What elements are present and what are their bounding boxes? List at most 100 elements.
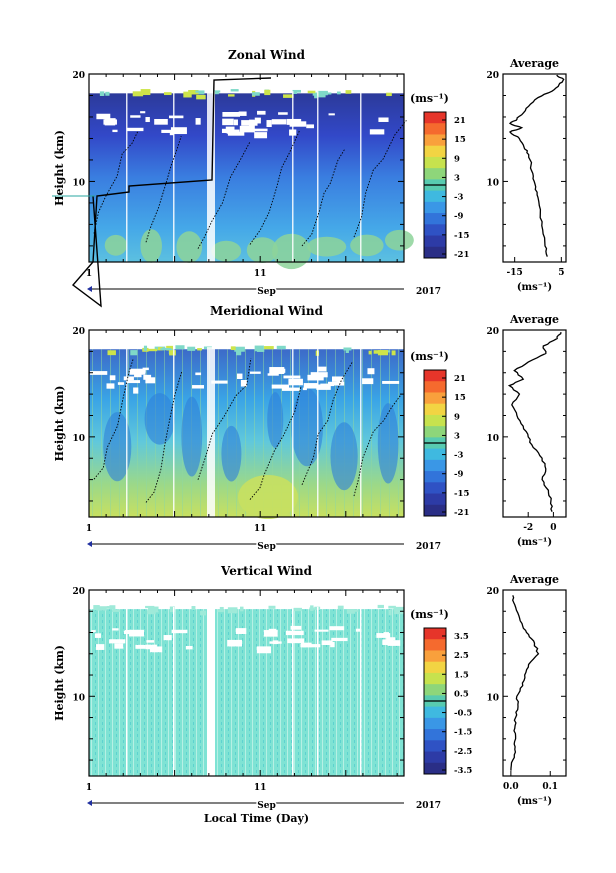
heatmap-gap [195, 372, 202, 376]
colorbar-tick-label: 21 [454, 116, 466, 126]
heatmap-blob [140, 229, 162, 263]
colorbar-tick-label: -3.5 [454, 766, 472, 776]
heatmap-gap [251, 128, 268, 132]
y-tick-label: 20 [72, 587, 85, 597]
heatmap-gap [317, 366, 327, 372]
panel-title: Meridional Wind [210, 304, 324, 318]
colorbar-tick-label: 3 [454, 431, 460, 441]
average-x-label: (ms⁻¹) [517, 537, 552, 548]
heatmap-gap [362, 378, 374, 385]
heatmap-edge [111, 609, 121, 612]
heatmap-gap [306, 124, 314, 129]
annotation-lines [52, 77, 272, 308]
heatmap-edge [293, 91, 297, 94]
heatmap-edge [187, 346, 196, 351]
colorbar-tick-label: 21 [454, 374, 466, 384]
heatmap-gap [104, 118, 116, 126]
heatmap-edge [214, 90, 221, 93]
heatmap-gap [195, 118, 201, 125]
heatmap-gap [239, 125, 255, 133]
contour-line [197, 358, 252, 480]
heatmap-gap [233, 119, 238, 126]
heatmap-edge [107, 350, 116, 356]
heatmap-edge [191, 606, 196, 610]
heatmap-edge [98, 606, 109, 609]
heatmap-gap [145, 377, 156, 384]
heatmap-gap [114, 643, 124, 649]
colorbar-tick-label: -1.5 [454, 728, 472, 738]
heatmap-edge [394, 609, 405, 615]
colorbar-segment [424, 414, 446, 427]
colorbar-segment [424, 156, 446, 169]
colorbar-tick-label: -3 [454, 193, 464, 203]
colorbar-segment [424, 684, 446, 696]
heatmap-edge [93, 605, 100, 611]
average-x-tick-label: 0.0 [503, 782, 519, 792]
heatmap-gap [126, 127, 144, 132]
heatmap-gap [163, 635, 172, 641]
colorbar-segment [424, 482, 446, 495]
x-tick-label: 1 [86, 524, 92, 534]
heatmap-gap [283, 375, 301, 379]
y-tick-label: 10 [72, 434, 85, 444]
x-month-label: Sep [257, 287, 276, 297]
heatmap-edge [197, 348, 202, 351]
heatmap-blob [246, 237, 279, 263]
heatmap-blob [267, 392, 284, 448]
colorbar-segment [424, 717, 446, 730]
x-tick-label: 1 [86, 783, 92, 793]
heatmap-edge [268, 605, 276, 609]
heatmap-missing-column [292, 607, 294, 776]
heatmap-edge [254, 345, 264, 352]
x-month-label: Sep [257, 801, 276, 811]
average-frame [502, 589, 567, 777]
heatmap-missing-column [173, 607, 175, 776]
heatmap-gap [185, 645, 193, 650]
colorbar-tick-label: -2.5 [454, 747, 472, 757]
heatmap-gap [272, 640, 279, 645]
colorbar-segment [424, 381, 446, 393]
heatmap-missing-column [317, 91, 319, 262]
heatmap-gap [300, 642, 312, 648]
heatmap-blob [144, 393, 175, 445]
colorbar-segment [424, 672, 446, 685]
y-axis-label: Height (km) [53, 645, 66, 721]
heatmap-blob [221, 425, 242, 482]
heatmap-gap [387, 640, 401, 646]
heatmap-gap [149, 646, 163, 653]
heatmap-edge [99, 91, 105, 97]
heatmap-edge [337, 91, 341, 95]
colorbar-segment [424, 751, 446, 764]
heatmap-blob [104, 234, 128, 256]
heatmap-gap [316, 384, 331, 390]
heatmap-field [89, 609, 404, 776]
heatmap-gap [134, 374, 142, 378]
heatmap-edge [337, 605, 344, 610]
average-y-tick-label: 20 [486, 327, 499, 337]
heatmap-missing-column [292, 347, 294, 517]
heatmap-gap [386, 637, 396, 641]
heatmap-gap [254, 117, 261, 124]
colorbar-segment [424, 134, 446, 147]
colorbar-segment [424, 201, 446, 214]
heatmap-edge [230, 89, 239, 92]
heatmap-gap [267, 373, 279, 376]
heatmap-missing-column [360, 347, 362, 517]
plot-frame [88, 73, 405, 263]
heatmap-gap [271, 384, 290, 389]
heatmap-edge [251, 92, 260, 96]
contour-line [301, 361, 353, 485]
contour-line [145, 136, 182, 243]
heatmap-edge [183, 91, 192, 98]
average-profile-line [508, 74, 565, 257]
average-x-tick-label: 5 [558, 268, 564, 278]
heatmap-edge [388, 605, 396, 609]
heatmap-edge [321, 92, 332, 95]
y-tick-label: 20 [72, 71, 85, 81]
heatmap-missing-column [211, 91, 215, 262]
average-y-tick-label: 10 [486, 434, 499, 444]
heatmap-edge [163, 92, 172, 96]
colorbar-segment [424, 123, 446, 135]
y-axis-label: Height (km) [53, 386, 66, 462]
